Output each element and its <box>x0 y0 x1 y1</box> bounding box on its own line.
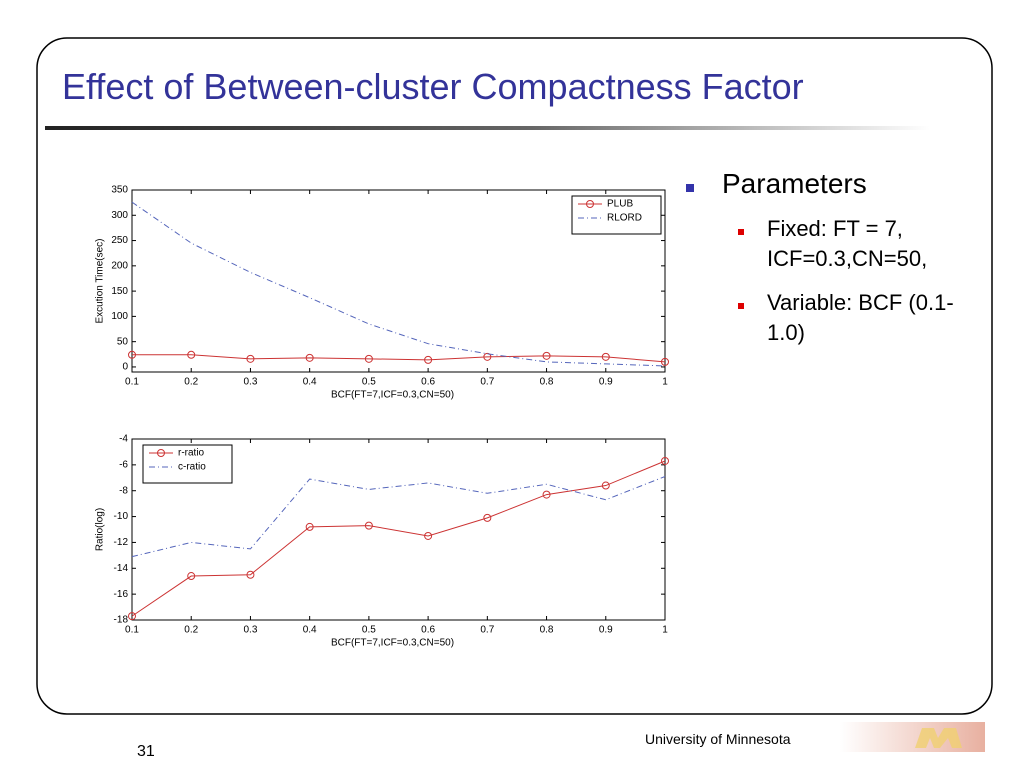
y-tick-label: 250 <box>111 235 128 246</box>
y-tick-label: -8 <box>119 485 128 496</box>
y-tick-label: 0 <box>122 362 128 373</box>
series-line <box>131 476 666 558</box>
x-tick-label: 0.4 <box>303 377 317 388</box>
y-tick-label: 50 <box>117 336 129 347</box>
x-tick-label: 0.4 <box>303 625 317 636</box>
sub-bullet: Variable: BCF (0.1-1.0) <box>767 290 954 345</box>
legend-label: c-ratio <box>178 462 206 473</box>
series-line <box>132 354 666 363</box>
data-point <box>305 353 314 362</box>
data-point <box>483 352 492 361</box>
y-tick-label: 300 <box>111 210 128 221</box>
y-tick-label: -18 <box>114 615 129 626</box>
y-tick-label: -6 <box>119 459 128 470</box>
y-tick-label: -14 <box>114 563 129 574</box>
x-tick-label: 0.6 <box>421 625 435 636</box>
data-point <box>601 481 610 490</box>
x-tick-label: 0.5 <box>362 377 376 388</box>
y-axis-label: Ratio(log) <box>95 508 106 551</box>
data-point <box>542 490 551 499</box>
series-line <box>131 201 666 367</box>
x-tick-label: 0.3 <box>243 377 257 388</box>
data-point <box>661 456 669 465</box>
x-tick-label: 0.5 <box>362 625 376 636</box>
title-rule <box>45 126 930 130</box>
x-tick-label: 0.7 <box>480 377 494 388</box>
y-tick-label: 200 <box>111 260 128 271</box>
y-tick-label: 100 <box>111 311 128 322</box>
data-point <box>483 513 492 522</box>
x-axis-label: BCF(FT=7,ICF=0.3,CN=50) <box>331 638 454 649</box>
page-number: 31 <box>137 743 155 760</box>
data-point <box>424 355 433 364</box>
x-tick-label: 0.2 <box>184 377 198 388</box>
legend-label: r-ratio <box>178 448 205 459</box>
x-tick-label: 0.1 <box>125 377 139 388</box>
y-tick-label: -4 <box>119 434 128 445</box>
x-tick-label: 0.2 <box>184 625 198 636</box>
data-point <box>601 352 610 361</box>
data-point <box>246 570 255 579</box>
bullet: Parameters <box>722 168 867 199</box>
data-point <box>661 357 669 366</box>
data-point <box>364 521 373 530</box>
data-point <box>305 522 314 531</box>
legend-marker <box>586 200 594 208</box>
x-tick-label: 0.8 <box>540 625 554 636</box>
slide-frame <box>36 37 993 715</box>
x-tick-label: 0.9 <box>599 377 613 388</box>
x-tick-label: 1 <box>662 625 668 636</box>
sub-bullet-icon <box>738 229 744 235</box>
y-tick-label: -12 <box>114 537 129 548</box>
series-line <box>131 460 666 617</box>
data-point <box>246 354 255 363</box>
x-tick-label: 1 <box>662 377 668 388</box>
data-point <box>128 350 136 359</box>
logo-mark <box>915 728 962 748</box>
y-tick-label: -10 <box>114 511 129 522</box>
x-tick-label: 0.6 <box>421 377 435 388</box>
y-tick-label: -16 <box>114 589 129 600</box>
x-tick-label: 0.1 <box>125 625 139 636</box>
legend-marker <box>157 449 165 457</box>
data-point <box>424 531 433 540</box>
x-tick-label: 0.8 <box>540 377 554 388</box>
slide-title: Effect of Between-cluster Compactness Fa… <box>62 66 804 107</box>
x-tick-label: 0.7 <box>480 625 494 636</box>
data-point <box>187 572 196 581</box>
data-point <box>187 350 196 359</box>
data-point <box>542 351 551 360</box>
sub-bullet-icon <box>738 303 744 309</box>
y-axis-label: Excution Time(sec) <box>95 238 106 323</box>
y-tick-label: 150 <box>111 286 128 297</box>
x-tick-label: 0.3 <box>243 625 257 636</box>
organization: University of Minnesota <box>645 731 791 747</box>
y-tick-label: 350 <box>111 185 128 196</box>
x-axis-label: BCF(FT=7,ICF=0.3,CN=50) <box>331 390 454 401</box>
data-point <box>128 612 136 621</box>
logo-band <box>840 722 985 752</box>
legend-label: PLUB <box>607 199 633 210</box>
bullet-icon <box>686 184 694 192</box>
data-point <box>364 354 373 363</box>
legend-label: RLORD <box>607 213 642 224</box>
sub-bullet: Fixed: FT = 7, ICF=0.3,CN=50, <box>767 216 928 271</box>
x-tick-label: 0.9 <box>599 625 613 636</box>
